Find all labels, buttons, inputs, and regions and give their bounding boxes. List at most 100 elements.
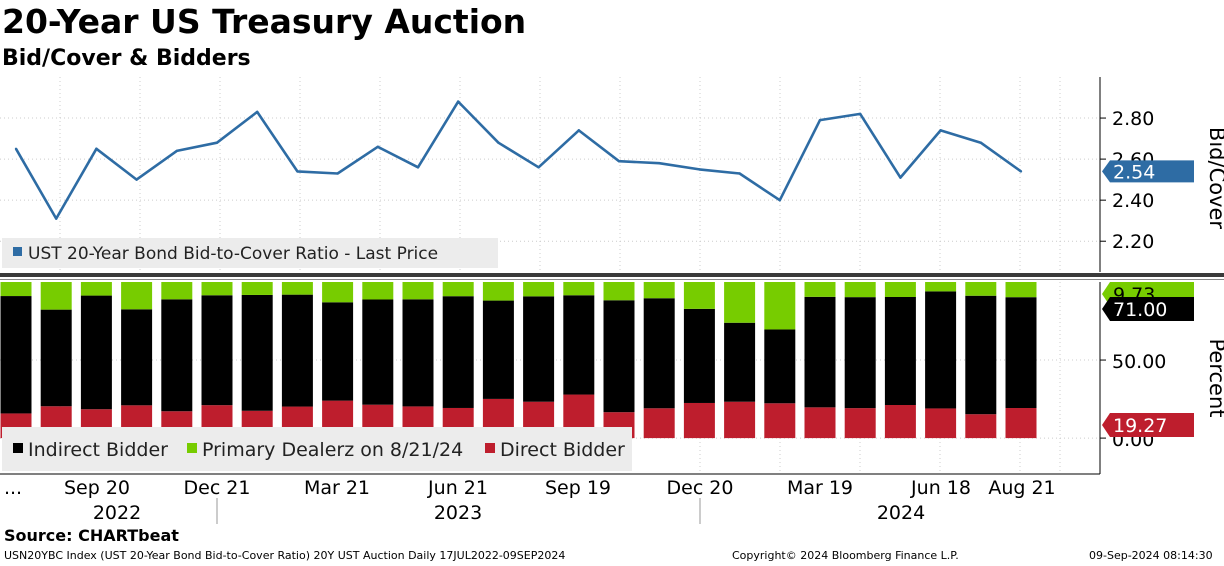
primary-dealer-bar <box>40 282 72 310</box>
x-tick-label: Sep 19 <box>545 477 611 499</box>
direct-last-value-tag <box>1102 413 1194 438</box>
primary-dealer-bar <box>281 282 313 295</box>
primary-dealer-bar <box>724 282 756 323</box>
bid-cover-point <box>416 166 420 169</box>
bid-cover-point <box>376 145 379 148</box>
indirect-bidder-bar <box>40 309 72 407</box>
bid-cover-last-value-tag <box>1102 160 1194 183</box>
primary-dealer-bar <box>482 282 514 301</box>
indirect-bidder-bar <box>281 294 313 407</box>
primary-dealer-bar <box>523 282 555 297</box>
primary-dealer-bar <box>0 282 32 297</box>
bid-cover-point <box>336 172 339 175</box>
direct-bidder-bar <box>1005 408 1037 439</box>
indirect-bidder-bar <box>0 296 32 414</box>
panel-separator <box>0 273 1224 280</box>
primary-dealer-bar <box>563 282 595 296</box>
indirect-last-value-label: 71.00 <box>1113 299 1167 321</box>
bid-cover-point <box>95 147 98 151</box>
bid-cover-point <box>1019 170 1023 173</box>
bid-cover-point <box>296 170 299 173</box>
primary-dealer-bar <box>925 282 957 292</box>
top-y-tick-label: 2.40 <box>1112 190 1154 212</box>
primary-dealer-bar <box>80 282 112 296</box>
legend-swatch-indirect <box>13 443 23 453</box>
bid-cover-point <box>55 217 58 220</box>
bid-cover-point <box>175 149 178 153</box>
x-tick-label: ... <box>4 477 22 499</box>
copyright-note: Copyright© 2024 Bloomberg Finance L.P. <box>732 549 959 562</box>
primary-dealer-bar <box>402 282 434 300</box>
x-year-label: 2023 <box>434 502 482 524</box>
legend-swatch-primary <box>187 443 197 453</box>
primary-dealer-bar <box>683 282 715 309</box>
indirect-bidder-bar <box>724 322 756 402</box>
x-tick-label: Sep 20 <box>64 477 130 499</box>
direct-bidder-bar <box>884 405 916 439</box>
primary-dealer-bar <box>1005 282 1037 298</box>
bid-cover-point <box>537 166 540 169</box>
bid-cover-point <box>818 118 822 122</box>
x-year-label: 2022 <box>93 502 141 524</box>
primary-dealer-bar <box>884 282 916 297</box>
bid-cover-point <box>135 178 138 181</box>
legend-label-indirect: Indirect Bidder <box>28 439 168 461</box>
x-tick-label: Jun 18 <box>910 477 971 499</box>
indirect-bidder-bar <box>322 302 354 401</box>
x-tick-label: Aug 21 <box>988 477 1055 499</box>
bid-cover-point <box>698 168 701 171</box>
indirect-bidder-bar <box>764 329 796 404</box>
x-tick-label: Mar 21 <box>304 477 370 499</box>
top-y-axis: 2.202.402.602.802.54 <box>1100 108 1194 253</box>
indirect-bidder-bar <box>80 295 112 410</box>
bottom-y-axis-title: Percent <box>1205 338 1224 417</box>
x-year-label: 2024 <box>877 502 925 524</box>
legend-swatch-direct <box>485 443 495 453</box>
bid-cover-series-line <box>14 100 1022 220</box>
direct-bidder-bar <box>844 408 876 439</box>
bid-cover-point <box>457 100 460 103</box>
direct-bidder-bar <box>683 402 715 439</box>
indirect-bidder-bar <box>121 309 153 406</box>
bid-cover-point <box>658 162 661 165</box>
indirect-bidder-bar <box>523 296 555 402</box>
primary-dealer-bar <box>844 282 876 298</box>
direct-bidder-bar <box>804 407 836 439</box>
bid-cover-point <box>14 147 18 151</box>
bidder-bars <box>0 282 1037 439</box>
bottom-y-tick-label: 50.00 <box>1112 351 1166 373</box>
source-note: Source: CHARTbeat <box>4 526 179 545</box>
indirect-bidder-bar <box>482 300 514 399</box>
direct-bidder-bar <box>965 414 997 439</box>
indirect-bidder-bar <box>1005 297 1037 409</box>
x-tick-label: Dec 20 <box>667 477 734 499</box>
primary-dealer-bar <box>804 282 836 297</box>
indirect-bidder-bar <box>402 299 434 407</box>
indirect-bidder-bar <box>683 308 715 403</box>
bid-cover-point <box>215 141 219 144</box>
indirect-bidder-bar <box>643 298 675 409</box>
primary-dealer-bar <box>603 282 635 301</box>
primary-dealer-bar <box>643 282 675 299</box>
top-y-tick-label: 2.80 <box>1112 108 1154 130</box>
indirect-bidder-bar <box>925 291 957 409</box>
bid-cover-point <box>497 141 500 144</box>
bottom-panel: Indirect Bidder Primary Dealerz on 8/21/… <box>0 282 1224 474</box>
x-tick-label: Dec 21 <box>184 477 251 499</box>
indirect-bidder-bar <box>201 295 233 406</box>
bottom-legend: Indirect Bidder Primary Dealerz on 8/21/… <box>2 427 632 471</box>
bid-cover-point <box>899 176 902 179</box>
primary-dealer-bar <box>161 282 193 300</box>
bid-cover-line <box>14 100 1023 220</box>
chart-subtitle: Bid/Cover & Bidders <box>2 46 251 71</box>
indirect-bidder-bar <box>362 299 394 405</box>
timestamp: 09-Sep-2024 08:14:30 <box>1089 549 1213 562</box>
legend-label-primary: Primary Dealerz on 8/21/24 <box>202 439 463 461</box>
bid-cover-point <box>979 141 982 144</box>
primary-dealer-bar <box>362 282 394 300</box>
top-y-axis-title: Bid/Cover <box>1205 127 1224 230</box>
direct-bidder-bar <box>643 408 675 439</box>
indirect-bidder-bar <box>884 296 916 406</box>
